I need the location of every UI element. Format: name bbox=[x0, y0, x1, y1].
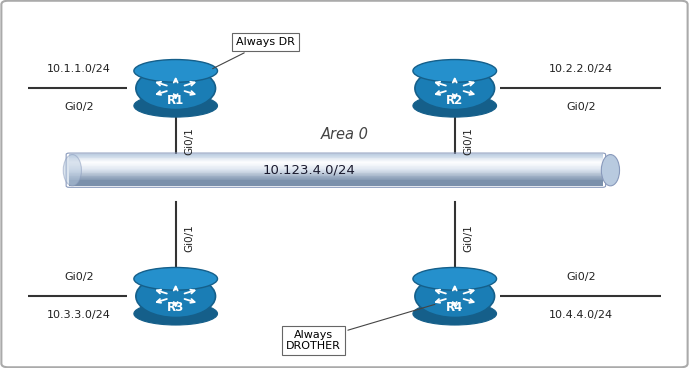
Text: Gi0/1: Gi0/1 bbox=[184, 127, 194, 155]
Bar bbox=[69, 183, 603, 184]
Text: Area 0: Area 0 bbox=[320, 127, 369, 142]
Bar bbox=[69, 167, 603, 168]
Bar bbox=[69, 165, 603, 166]
Bar bbox=[69, 175, 603, 177]
Bar bbox=[69, 156, 603, 157]
Bar bbox=[69, 169, 603, 170]
Bar bbox=[69, 164, 603, 166]
Text: R2: R2 bbox=[446, 93, 464, 106]
Bar bbox=[69, 158, 603, 159]
Bar bbox=[69, 156, 603, 158]
Text: Gi0/1: Gi0/1 bbox=[463, 224, 473, 252]
Bar bbox=[69, 181, 603, 183]
Bar bbox=[69, 168, 603, 169]
Bar bbox=[69, 173, 603, 174]
Bar bbox=[69, 180, 603, 181]
Text: R4: R4 bbox=[446, 301, 464, 314]
Circle shape bbox=[415, 67, 495, 110]
Text: R3: R3 bbox=[167, 301, 185, 314]
Bar bbox=[69, 158, 603, 159]
Ellipse shape bbox=[413, 95, 497, 117]
Bar bbox=[69, 174, 603, 175]
Text: 10.1.1.0/24: 10.1.1.0/24 bbox=[48, 64, 111, 74]
Bar bbox=[69, 178, 603, 179]
Bar bbox=[69, 185, 603, 186]
Bar bbox=[69, 160, 603, 162]
Ellipse shape bbox=[413, 60, 497, 82]
Ellipse shape bbox=[413, 302, 497, 325]
Bar bbox=[69, 162, 603, 163]
Circle shape bbox=[136, 275, 216, 318]
Bar bbox=[69, 174, 603, 176]
Bar bbox=[69, 166, 603, 167]
Text: 10.2.2.0/24: 10.2.2.0/24 bbox=[548, 64, 613, 74]
Circle shape bbox=[136, 67, 216, 110]
Bar bbox=[69, 179, 603, 180]
Text: 10.4.4.0/24: 10.4.4.0/24 bbox=[548, 310, 613, 320]
Bar bbox=[69, 170, 603, 171]
Bar bbox=[69, 172, 603, 173]
Bar bbox=[69, 163, 603, 165]
Bar bbox=[69, 178, 603, 180]
Text: Always DR: Always DR bbox=[213, 37, 295, 69]
Text: Gi0/1: Gi0/1 bbox=[184, 224, 194, 252]
Text: Gi0/2: Gi0/2 bbox=[566, 272, 595, 282]
Bar bbox=[69, 154, 603, 155]
Bar bbox=[69, 159, 603, 160]
Text: Always
DROTHER: Always DROTHER bbox=[286, 304, 435, 351]
Bar bbox=[69, 160, 603, 161]
Text: Gi0/2: Gi0/2 bbox=[65, 102, 94, 112]
Bar bbox=[69, 155, 603, 156]
Ellipse shape bbox=[413, 268, 497, 290]
Ellipse shape bbox=[134, 95, 218, 117]
Bar bbox=[69, 161, 603, 162]
Bar bbox=[69, 171, 603, 173]
Bar bbox=[69, 171, 603, 172]
Ellipse shape bbox=[134, 268, 218, 290]
Text: R1: R1 bbox=[167, 93, 185, 106]
Ellipse shape bbox=[134, 302, 218, 325]
Bar bbox=[69, 181, 603, 182]
Text: Gi0/2: Gi0/2 bbox=[65, 272, 94, 282]
Bar bbox=[69, 184, 603, 185]
Text: 10.123.4.0/24: 10.123.4.0/24 bbox=[263, 164, 356, 177]
Ellipse shape bbox=[601, 155, 619, 186]
Bar bbox=[69, 163, 603, 164]
Bar bbox=[69, 167, 603, 169]
Text: Gi0/1: Gi0/1 bbox=[463, 127, 473, 155]
Ellipse shape bbox=[134, 60, 218, 82]
Text: Gi0/2: Gi0/2 bbox=[566, 102, 595, 112]
Circle shape bbox=[415, 275, 495, 318]
Bar bbox=[69, 177, 603, 178]
Ellipse shape bbox=[63, 155, 81, 186]
Bar bbox=[69, 176, 603, 177]
Bar bbox=[69, 183, 603, 184]
Text: 10.3.3.0/24: 10.3.3.0/24 bbox=[48, 310, 111, 320]
